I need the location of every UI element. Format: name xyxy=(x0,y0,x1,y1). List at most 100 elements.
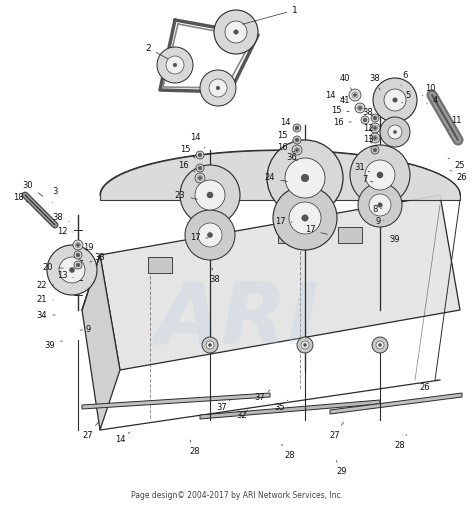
Circle shape xyxy=(295,149,299,152)
Circle shape xyxy=(374,117,376,120)
Circle shape xyxy=(358,183,402,227)
Circle shape xyxy=(354,93,356,96)
Circle shape xyxy=(209,344,211,346)
Circle shape xyxy=(373,148,377,152)
Circle shape xyxy=(74,261,82,269)
Circle shape xyxy=(355,103,365,113)
Text: 4: 4 xyxy=(427,95,438,104)
Circle shape xyxy=(293,124,301,132)
Circle shape xyxy=(301,341,309,349)
Circle shape xyxy=(295,138,299,141)
Circle shape xyxy=(371,114,379,122)
Text: 8: 8 xyxy=(372,205,382,214)
Text: 30: 30 xyxy=(23,180,43,196)
Circle shape xyxy=(198,175,202,180)
Text: 38: 38 xyxy=(210,268,220,284)
Polygon shape xyxy=(100,195,460,370)
Circle shape xyxy=(373,126,377,130)
Circle shape xyxy=(350,145,410,205)
Circle shape xyxy=(206,341,214,349)
Text: 14: 14 xyxy=(280,118,296,130)
Circle shape xyxy=(293,136,301,144)
Text: ARI: ARI xyxy=(155,278,319,361)
Text: 37: 37 xyxy=(217,400,230,413)
Text: 2: 2 xyxy=(145,44,168,59)
Text: 14: 14 xyxy=(190,133,205,148)
Circle shape xyxy=(377,172,383,178)
Circle shape xyxy=(301,174,309,182)
Circle shape xyxy=(166,56,184,74)
Circle shape xyxy=(196,164,204,172)
Circle shape xyxy=(76,254,80,257)
Circle shape xyxy=(195,173,205,183)
Circle shape xyxy=(295,126,299,130)
Circle shape xyxy=(202,337,218,353)
Circle shape xyxy=(209,79,227,97)
Circle shape xyxy=(303,344,307,346)
Text: 27: 27 xyxy=(82,422,98,440)
Text: 41: 41 xyxy=(340,95,356,108)
Circle shape xyxy=(74,251,82,259)
Circle shape xyxy=(376,341,384,349)
Circle shape xyxy=(388,125,402,139)
Circle shape xyxy=(379,344,382,346)
Text: 6: 6 xyxy=(401,70,408,85)
Text: 21: 21 xyxy=(37,296,53,305)
Circle shape xyxy=(267,140,343,216)
Circle shape xyxy=(76,263,80,267)
Text: 31: 31 xyxy=(355,163,370,172)
Circle shape xyxy=(292,145,302,155)
Text: 36: 36 xyxy=(287,154,298,163)
Text: 39: 39 xyxy=(390,235,401,244)
Text: 28: 28 xyxy=(395,434,407,450)
Text: 9: 9 xyxy=(80,325,91,335)
Circle shape xyxy=(216,86,220,90)
Text: 11: 11 xyxy=(448,116,461,130)
Text: Page design© 2004-2017 by ARI Network Services, Inc.: Page design© 2004-2017 by ARI Network Se… xyxy=(131,491,343,500)
Circle shape xyxy=(214,10,258,54)
Circle shape xyxy=(195,180,225,210)
Circle shape xyxy=(295,127,299,129)
Text: 33: 33 xyxy=(90,254,105,263)
Text: 13: 13 xyxy=(57,271,73,279)
Circle shape xyxy=(370,133,380,143)
Text: 40: 40 xyxy=(340,74,352,90)
Text: 24: 24 xyxy=(265,173,287,183)
Text: 16: 16 xyxy=(178,161,195,172)
Text: 16: 16 xyxy=(333,118,351,127)
Text: 35: 35 xyxy=(275,400,288,413)
Polygon shape xyxy=(330,393,462,414)
Circle shape xyxy=(59,257,85,283)
Circle shape xyxy=(75,242,81,247)
Circle shape xyxy=(198,223,222,247)
Circle shape xyxy=(384,89,406,111)
Text: 27: 27 xyxy=(330,422,344,440)
Text: 17: 17 xyxy=(190,234,208,242)
Text: 5: 5 xyxy=(402,91,410,103)
Circle shape xyxy=(234,30,238,34)
Circle shape xyxy=(76,264,80,267)
Polygon shape xyxy=(82,393,270,409)
Text: 32: 32 xyxy=(237,410,248,419)
Circle shape xyxy=(70,268,74,272)
Circle shape xyxy=(374,136,376,139)
Polygon shape xyxy=(200,400,380,419)
Circle shape xyxy=(76,243,80,246)
Circle shape xyxy=(76,253,80,257)
Text: 29: 29 xyxy=(336,460,347,477)
Text: 9: 9 xyxy=(375,218,384,227)
Text: 10: 10 xyxy=(422,84,435,96)
Text: 15: 15 xyxy=(180,146,195,158)
Text: 19: 19 xyxy=(83,243,93,252)
Circle shape xyxy=(373,116,377,120)
Circle shape xyxy=(199,166,201,169)
Text: 1: 1 xyxy=(243,6,298,24)
Text: 23: 23 xyxy=(175,191,197,199)
Text: 34: 34 xyxy=(36,310,55,319)
Text: 7: 7 xyxy=(362,175,373,185)
Circle shape xyxy=(370,123,380,133)
Text: 38: 38 xyxy=(53,213,69,223)
Circle shape xyxy=(208,233,212,237)
Text: 38: 38 xyxy=(370,74,380,90)
Circle shape xyxy=(273,186,337,250)
